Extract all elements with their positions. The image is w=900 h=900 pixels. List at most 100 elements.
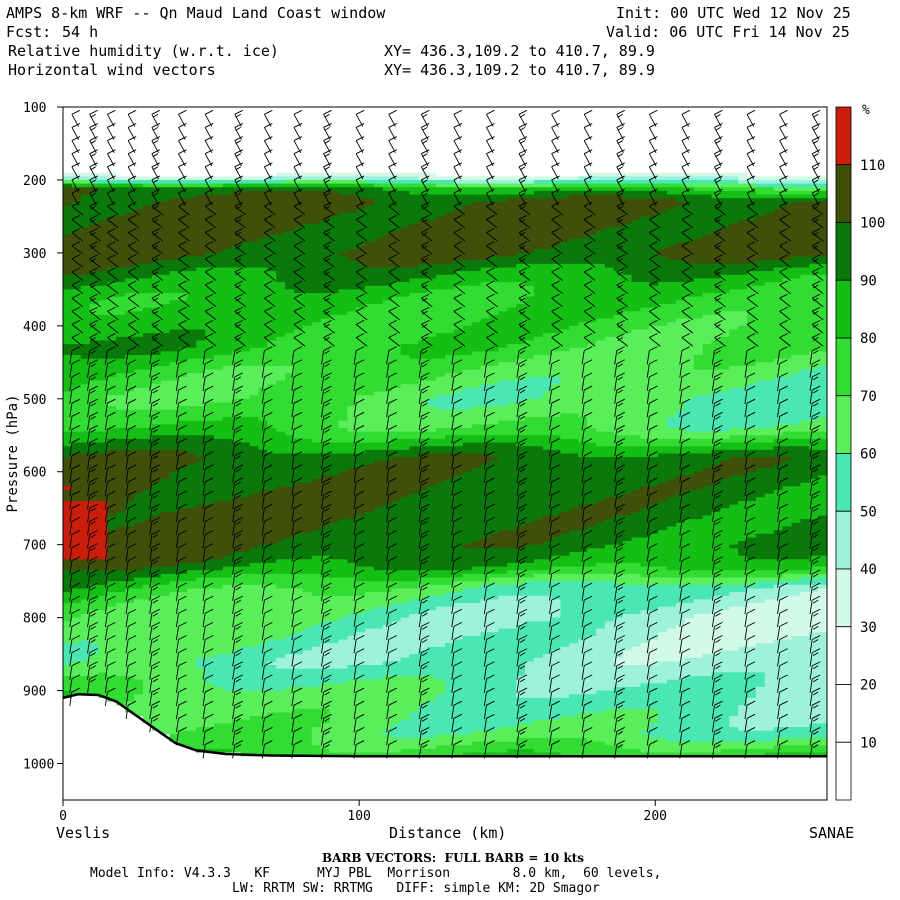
- rh-cell: [604, 431, 615, 447]
- rh-cell: [63, 665, 73, 677]
- wind-barb-shaft: [418, 403, 422, 418]
- rh-cell: [596, 573, 606, 582]
- rh-cell: [125, 581, 135, 590]
- rh-cell: [667, 417, 677, 429]
- wind-barb-feather: [551, 411, 560, 417]
- rh-cell: [231, 417, 242, 444]
- wind-barb-feather: [323, 700, 332, 706]
- wind-barb-feather: [486, 582, 495, 588]
- rh-cell: [125, 311, 135, 338]
- rh-cell: [365, 205, 375, 243]
- rh-cell: [285, 179, 295, 185]
- wind-barb-feather: [293, 438, 303, 443]
- rh-cell: [427, 107, 437, 174]
- rh-cell: [320, 183, 331, 188]
- wind-barb-feather: [107, 621, 116, 627]
- rh-cell: [302, 293, 313, 327]
- rh-cell: [533, 581, 544, 597]
- rh-cell: [445, 263, 455, 276]
- wind-barb-feather: [71, 503, 81, 509]
- wind-barb-feather: [264, 359, 273, 365]
- rh-cell: [675, 409, 686, 429]
- rh-cell: [516, 187, 526, 196]
- rh-cell: [231, 267, 242, 352]
- rh-cell: [391, 172, 402, 177]
- wind-barb-shaft: [483, 455, 487, 470]
- rh-cell: [356, 179, 366, 185]
- rh-cell: [347, 519, 357, 564]
- wind-barb-feather: [681, 727, 691, 732]
- wind-barb-shaft: [451, 626, 455, 641]
- wind-barb-feather: [715, 494, 721, 499]
- rh-cell: [720, 672, 730, 743]
- wind-barb-shaft: [87, 363, 91, 378]
- rh-cell: [596, 562, 606, 575]
- rh-cell: [551, 198, 562, 247]
- rh-cell: [702, 431, 713, 440]
- rh-cell: [782, 486, 793, 528]
- wind-barb-feather: [486, 346, 495, 352]
- rh-cell: [151, 333, 162, 356]
- rh-cell: [631, 190, 642, 199]
- wind-barb-shaft: [107, 297, 119, 308]
- rh-cell: [684, 282, 695, 298]
- rh-cell: [729, 748, 739, 757]
- rh-cell: [116, 373, 126, 396]
- wind-barb-feather: [204, 451, 214, 457]
- rh-cell: [134, 187, 144, 210]
- wind-barb-feather: [617, 704, 623, 709]
- wind-barb-shaft: [291, 547, 295, 562]
- rh-cell: [418, 220, 428, 265]
- wind-barb-feather: [355, 385, 365, 391]
- rh-cell: [480, 365, 491, 385]
- wind-barb-feather: [204, 713, 214, 719]
- rh-cell: [622, 665, 633, 688]
- wind-barb-feather: [127, 451, 137, 457]
- rh-cell: [453, 577, 464, 582]
- wind-barb-feather: [234, 530, 243, 535]
- wind-barb-feather: [90, 455, 96, 460]
- wind-barb-feather: [89, 123, 98, 128]
- rh-cell: [436, 438, 446, 447]
- wind-barb-shaft: [323, 218, 335, 229]
- rh-cell: [462, 442, 473, 455]
- rh-cell: [613, 176, 624, 181]
- rh-cell: [445, 355, 455, 374]
- rh-cell: [587, 176, 597, 181]
- wind-barb-feather: [616, 740, 625, 745]
- rh-cell: [196, 179, 206, 185]
- wind-barb-shaft: [87, 547, 91, 562]
- rh-cell: [791, 559, 801, 571]
- rh-cell: [125, 603, 135, 677]
- rh-cell: [729, 365, 739, 389]
- wind-barb-shaft: [714, 218, 726, 229]
- wind-barb-feather: [583, 608, 593, 614]
- rh-cell: [596, 712, 606, 743]
- rh-cell: [214, 183, 224, 188]
- rh-cell: [755, 672, 766, 688]
- rh-cell: [569, 643, 579, 695]
- rh-cell: [231, 107, 242, 177]
- wind-barb-shaft: [149, 376, 153, 391]
- rh-cell: [107, 592, 117, 608]
- wind-barb-shaft: [646, 586, 650, 601]
- rh-cell: [684, 475, 695, 491]
- wind-barb-shaft: [175, 731, 179, 746]
- rh-cell: [711, 570, 721, 579]
- wind-barb-feather: [264, 740, 273, 745]
- wind-barb-shaft: [386, 691, 390, 706]
- wind-barb-feather: [422, 625, 428, 630]
- rh-cell: [356, 581, 366, 597]
- wind-barb-feather: [714, 241, 723, 247]
- wind-barb-shaft: [204, 271, 217, 281]
- wind-barb-shaft: [711, 429, 715, 444]
- rh-cell: [507, 282, 517, 309]
- wind-barb-shaft: [681, 245, 694, 255]
- wind-barb-feather: [71, 543, 81, 549]
- wind-barb-shaft: [386, 534, 390, 549]
- wind-barb-feather: [107, 516, 116, 522]
- rh-cell: [276, 172, 286, 177]
- wind-barb-feather: [234, 411, 243, 417]
- rh-cell: [89, 176, 100, 181]
- rh-cell: [791, 187, 801, 192]
